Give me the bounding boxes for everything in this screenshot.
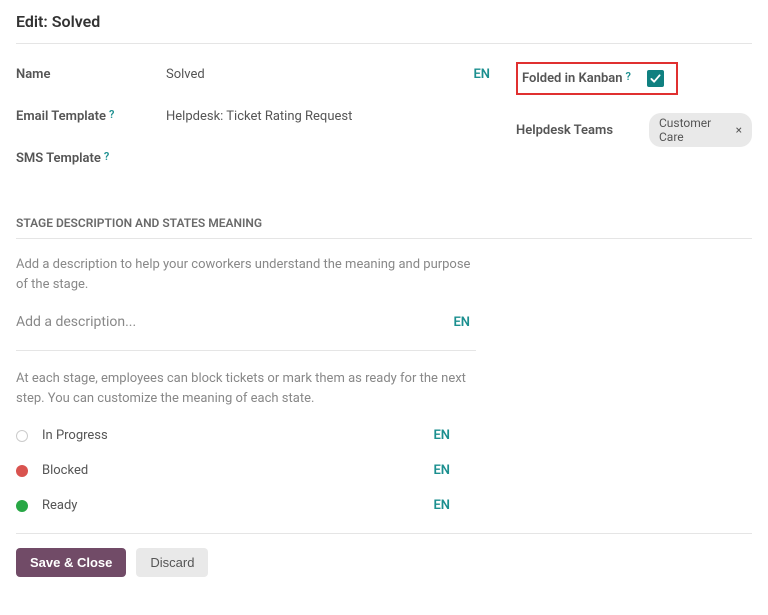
divider xyxy=(16,350,476,351)
state-ready-input[interactable]: Ready xyxy=(42,498,433,513)
sms-template-label-text: SMS Template xyxy=(16,151,101,166)
section-help-2: At each stage, employees can block ticke… xyxy=(16,369,476,408)
team-tag-text: Customer Care xyxy=(659,116,730,144)
state-row-in-progress: In Progress EN xyxy=(16,428,466,443)
section-help-1: Add a description to help your coworkers… xyxy=(16,255,476,294)
state-in-progress-input[interactable]: In Progress xyxy=(42,428,433,443)
folded-checkbox[interactable] xyxy=(647,70,664,87)
email-template-label-text: Email Template xyxy=(16,109,106,124)
dialog-title: Edit: Solved xyxy=(16,12,752,44)
helpdesk-teams-label: Helpdesk Teams xyxy=(516,123,633,138)
state-row-ready: Ready EN xyxy=(16,498,466,513)
discard-button[interactable]: Discard xyxy=(136,548,208,577)
help-icon[interactable]: ? xyxy=(104,151,109,162)
folded-label: Folded in Kanban ? xyxy=(522,71,631,86)
right-column: Folded in Kanban ? Helpdesk Teams Custom… xyxy=(506,62,752,188)
status-dot-grey-icon[interactable] xyxy=(16,430,28,442)
remove-tag-icon[interactable]: × xyxy=(736,123,742,137)
state-lang-button[interactable]: EN xyxy=(433,498,450,513)
section-heading: STAGE DESCRIPTION AND STATES MEANING xyxy=(16,216,752,239)
left-column: Name Solved EN Email Template ? Helpdesk… xyxy=(16,62,506,188)
folded-highlight: Folded in Kanban ? xyxy=(516,62,678,95)
state-row-blocked: Blocked EN xyxy=(16,463,466,478)
name-label: Name xyxy=(16,67,166,82)
description-lang-button[interactable]: EN xyxy=(453,315,470,330)
folded-label-text: Folded in Kanban xyxy=(522,71,623,86)
sms-template-label: SMS Template ? xyxy=(16,151,166,166)
footer-buttons: Save & Close Discard xyxy=(16,548,752,577)
state-lang-button[interactable]: EN xyxy=(433,428,450,443)
footer-divider xyxy=(16,533,752,534)
help-icon[interactable]: ? xyxy=(626,71,631,82)
status-dot-green-icon[interactable] xyxy=(16,500,28,512)
email-template-label: Email Template ? xyxy=(16,109,166,124)
state-lang-button[interactable]: EN xyxy=(433,463,450,478)
team-tag[interactable]: Customer Care × xyxy=(649,113,752,147)
state-blocked-input[interactable]: Blocked xyxy=(42,463,433,478)
description-textarea[interactable]: Add a description... xyxy=(16,314,453,330)
save-close-button[interactable]: Save & Close xyxy=(16,548,126,577)
name-lang-button[interactable]: EN xyxy=(473,67,490,82)
help-icon[interactable]: ? xyxy=(109,109,114,120)
status-dot-red-icon[interactable] xyxy=(16,465,28,477)
name-input[interactable]: Solved xyxy=(166,67,473,82)
email-template-select[interactable]: Helpdesk: Ticket Rating Request xyxy=(166,109,506,124)
